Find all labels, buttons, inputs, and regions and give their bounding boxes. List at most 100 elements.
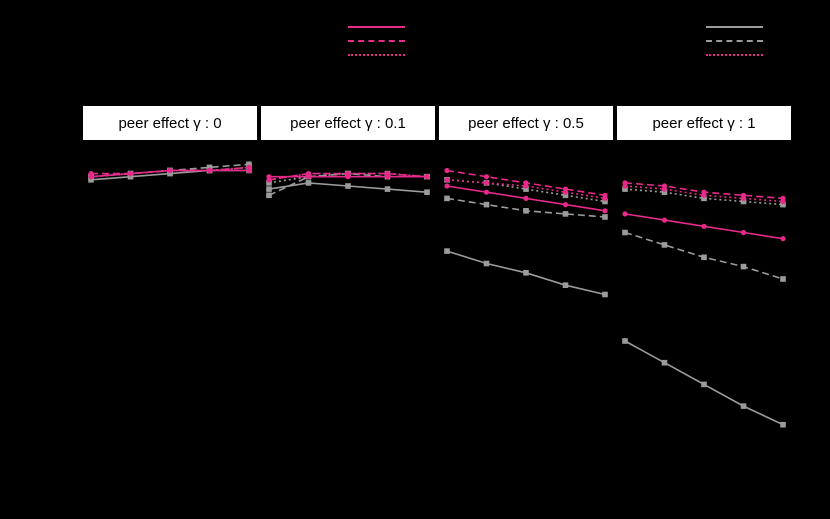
data-point-marker-gray-dashed [701,254,707,261]
data-point-marker-pink-dotted [206,167,213,174]
data-point-marker-gray-dotted [562,192,569,199]
data-point-marker-pink-dotted [266,177,272,183]
data-point-marker-pink-dotted [661,186,668,192]
legend-line-sample-solid [706,26,763,28]
series-line-gray-dotted [268,172,428,184]
data-point-marker-pink-dotted [167,167,173,174]
data-point-marker-gray-solid [740,403,747,409]
data-point-marker-gray-dashed [206,164,213,171]
facet-strip-label: peer effect γ : 0.1 [290,114,406,132]
data-point-marker-gray-solid [444,248,450,254]
data-point-marker-gray-solid [305,180,312,186]
data-point-marker-gray-dashed [523,208,529,214]
legend-key-dotted [348,48,405,62]
legend-key-solid [706,20,763,34]
data-point-marker-gray-solid [167,170,173,177]
facet-strip-label: peer effect γ : 0 [118,114,222,132]
data-point-marker-gray-dashed [246,161,252,168]
data-point-marker-gray-solid [483,260,490,267]
legend-line-sample-solid [348,26,405,28]
data-point-marker-gray-dashed [602,214,608,220]
series-line-pink-dotted [624,185,784,203]
data-point-marker-gray-dashed [483,201,490,208]
data-point-marker-pink-dotted [345,171,351,177]
data-point-marker-pink-dotted [384,171,391,177]
data-point-marker-pink-dotted [780,198,786,205]
data-point-marker-gray-dotted [661,189,668,195]
series-line-gray-dotted [624,188,784,206]
legend-line-sample-dashed [706,40,763,42]
data-point-marker-gray-solid [602,291,608,298]
data-point-marker-pink-solid [562,202,569,208]
data-point-marker-pink-dotted [483,180,490,186]
data-point-marker-gray-dotted [701,195,707,202]
data-point-marker-pink-dotted [602,195,608,201]
legend-key-dashed [706,34,763,48]
facet-strip: peer effect γ : 0.1 [261,106,435,140]
data-point-marker-pink-dotted [562,189,569,195]
data-point-marker-gray-dashed [661,242,668,248]
data-point-marker-gray-solid [345,183,351,189]
data-point-marker-gray-solid [701,381,707,388]
data-point-marker-gray-dotted [266,180,272,186]
data-point-marker-pink-dotted [246,164,252,170]
facet-strip: peer effect γ : 0 [83,106,257,140]
data-point-marker-pink-dotted [424,174,430,180]
data-point-marker-gray-solid [661,359,668,366]
data-point-marker-pink-solid [444,183,450,189]
data-point-marker-pink-dotted [701,192,707,198]
data-point-marker-pink-solid [602,208,608,214]
legend-key-dashed [348,34,405,48]
data-point-marker-gray-dotted [780,201,786,208]
data-point-marker-gray-solid [562,282,569,288]
data-point-marker-pink-solid [661,217,668,223]
facet-strip: peer effect γ : 1 [617,106,791,140]
data-point-marker-gray-dotted [602,198,608,205]
data-point-marker-pink-dotted [127,171,134,177]
data-point-marker-pink-dotted [523,183,529,189]
data-point-marker-gray-solid [424,189,430,195]
data-point-marker-gray-dashed [780,276,786,282]
data-point-marker-gray-solid [266,186,272,192]
data-point-marker-pink-solid [622,211,628,217]
legend-gray-group [706,20,763,62]
legend-line-sample-dotted [706,54,763,56]
data-point-marker-gray-solid [780,421,786,428]
legend-key-solid [348,20,405,34]
facet-strip: peer effect γ : 0.5 [439,106,613,140]
series-line-pink-dotted [446,179,606,200]
data-point-marker-gray-dotted [740,198,747,205]
data-point-marker-pink-solid [780,236,786,242]
facet-strip-label: peer effect γ : 0.5 [468,114,584,132]
data-point-marker-pink-solid [740,229,747,236]
data-point-marker-gray-solid [384,186,391,192]
legend-line-sample-dotted [348,54,405,56]
data-point-marker-pink-solid [483,189,490,195]
data-point-marker-gray-dashed [266,192,272,199]
series-line-pink-dotted [90,166,250,178]
data-point-marker-gray-dashed [622,229,628,236]
data-point-marker-pink-dotted [740,195,747,201]
data-point-marker-gray-dotted [523,186,529,192]
legend-key-dotted [706,48,763,62]
data-point-marker-pink-dotted [305,171,312,177]
data-point-marker-pink-solid [701,223,707,229]
data-point-marker-gray-solid [523,270,529,276]
data-point-marker-gray-solid [622,338,628,344]
data-point-marker-gray-dashed [562,211,569,217]
data-point-marker-pink-dotted [622,183,628,189]
data-point-marker-pink-dashed [483,174,490,180]
data-point-marker-gray-dashed [444,195,450,202]
data-point-marker-pink-dotted [88,174,94,180]
facet-strip-label: peer effect γ : 1 [652,114,756,132]
data-point-marker-pink-solid [523,195,529,201]
data-point-marker-gray-solid [88,177,94,183]
data-point-marker-gray-solid [127,173,134,180]
legend-pink-group [348,20,405,62]
data-point-marker-pink-dotted [444,177,450,183]
data-point-marker-gray-dashed [740,263,747,270]
data-point-marker-pink-dashed [444,167,450,174]
series-line-pink-dotted [268,172,428,181]
